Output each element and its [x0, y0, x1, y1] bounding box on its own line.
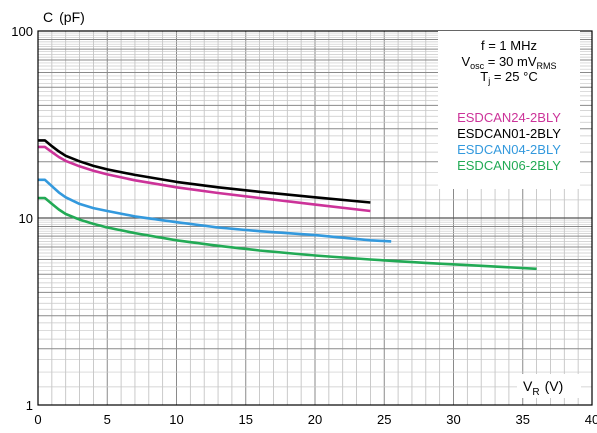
legend-entry: ESDCAN01-2BLY — [457, 126, 561, 141]
x-tick-label: 25 — [377, 412, 391, 427]
x-tick-label: 35 — [516, 412, 530, 427]
series-lines — [38, 139, 537, 271]
series-line-esdcan04-2bly — [38, 178, 392, 243]
series-line-esdcan24-2bly — [38, 145, 371, 213]
condition-temperature: Tj = 25 °C — [480, 69, 537, 86]
x-tick-label: 10 — [169, 412, 183, 427]
x-tick-label: 5 — [104, 412, 111, 427]
x-tick-labels: 0 5 10 15 20 25 30 35 40 — [34, 412, 597, 427]
y-tick-labels: 1 10 100 — [11, 24, 33, 413]
y-tick-label: 100 — [11, 24, 33, 39]
legend: ESDCAN24-2BLYESDCAN01-2BLYESDCAN04-2BLYE… — [457, 110, 561, 173]
legend-entry: ESDCAN04-2BLY — [457, 142, 561, 157]
condition-oscillation: Vosc = 30 mVRMS — [461, 54, 556, 71]
x-tick-label: 30 — [446, 412, 460, 427]
x-tick-label: 40 — [585, 412, 597, 427]
legend-box — [438, 31, 580, 189]
x-tick-label: 15 — [239, 412, 253, 427]
plot-frame — [37, 30, 593, 406]
legend-entry: ESDCAN06-2BLY — [457, 158, 561, 173]
y-tick-label: 1 — [26, 398, 33, 413]
series-line-esdcan06-2bly — [38, 196, 537, 271]
x-axis-label-background — [517, 374, 581, 398]
x-tick-label: 20 — [308, 412, 322, 427]
y-tick-label: 10 — [19, 211, 33, 226]
series-line-esdcan01-2bly — [38, 139, 371, 204]
y-axis-label: C (pF) — [43, 9, 85, 25]
x-axis-label: VR (V) — [523, 378, 563, 398]
legend-entry: ESDCAN24-2BLY — [457, 110, 561, 125]
x-tick-label: 0 — [34, 412, 41, 427]
condition-frequency: f = 1 MHz — [481, 38, 537, 53]
